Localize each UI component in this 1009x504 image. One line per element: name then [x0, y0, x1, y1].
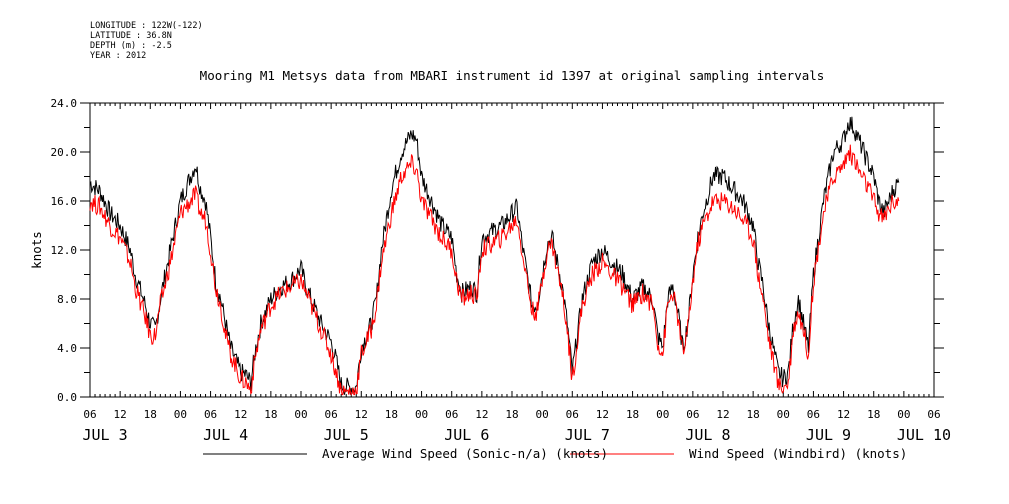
- day-label: JUL 6: [444, 426, 489, 444]
- y-tick-label: 16.0: [51, 195, 78, 208]
- y-tick-label: 12.0: [51, 244, 78, 257]
- y-tick-label: 4.0: [57, 342, 77, 355]
- series-line-windbird: [89, 144, 900, 396]
- x-tick-label: 00: [897, 408, 910, 421]
- x-tick-label: 12: [234, 408, 247, 421]
- legend-entry-windbird: Wind Speed (Windbird) (knots): [689, 446, 908, 461]
- x-tick-label: 00: [656, 408, 669, 421]
- x-tick-label: 06: [83, 408, 96, 421]
- x-tick-label: 00: [174, 408, 187, 421]
- year-text: YEAR : 2012: [90, 51, 147, 61]
- x-tick-label: 12: [355, 408, 368, 421]
- day-label: JUL 5: [324, 426, 369, 444]
- chart-title: Mooring M1 Metsys data from MBARI instru…: [199, 68, 825, 83]
- x-tick-label: 18: [264, 408, 277, 421]
- latitude-text: LATITUDE : 36.8N: [90, 31, 172, 41]
- plot-frame: [89, 102, 935, 398]
- y-tick-labels: 0.0 4.0 8.0 12.0 16.0 20.0 24.0: [51, 97, 78, 404]
- x-tick-label: 06: [325, 408, 338, 421]
- metadata-block: LONGITUDE : 122W(-122) LATITUDE : 36.8N …: [90, 21, 203, 61]
- x-tick-label: 06: [566, 408, 579, 421]
- x-tick-label: 06: [445, 408, 458, 421]
- x-tick-labels: 06 12 18 00 06 12 18 00 06 12 18 00 06 12 18 00 06 12 18 00…: [83, 408, 940, 421]
- x-tick-label: 06: [927, 408, 940, 421]
- day-label: JUL 8: [685, 426, 730, 444]
- x-tick-label: 00: [536, 408, 549, 421]
- x-tick-label: 18: [144, 408, 157, 421]
- x-tick-label: 18: [626, 408, 639, 421]
- x-tick-label: 12: [716, 408, 729, 421]
- x-tick-label: 00: [777, 408, 790, 421]
- x-tick-label: 12: [475, 408, 488, 421]
- depth-text: DEPTH (m) : -2.5: [90, 41, 172, 51]
- y-tick-label: 20.0: [51, 146, 78, 159]
- x-tick-label: 12: [837, 408, 850, 421]
- day-label: JUL 9: [806, 426, 851, 444]
- y-tick-label: 24.0: [51, 97, 78, 110]
- x-tick-label: 06: [686, 408, 699, 421]
- day-label: JUL 3: [82, 426, 127, 444]
- data-series: [89, 116, 900, 396]
- x-tick-label: 12: [596, 408, 609, 421]
- day-label: JUL 10: [897, 426, 951, 444]
- x-tick-label: 18: [505, 408, 518, 421]
- legend-entry-average: Average Wind Speed (Sonic-n/a) (knots): [322, 446, 608, 461]
- x-tick-label: 06: [807, 408, 820, 421]
- x-tick-label: 12: [114, 408, 127, 421]
- y-tick-label: 0.0: [57, 391, 77, 404]
- day-label: JUL 7: [565, 426, 610, 444]
- day-label: JUL 4: [203, 426, 248, 444]
- longitude-text: LONGITUDE : 122W(-122): [90, 21, 203, 31]
- x-tick-label: 06: [204, 408, 217, 421]
- x-tick-label: 00: [294, 408, 307, 421]
- x-tick-label: 18: [867, 408, 880, 421]
- x-tick-label: 18: [747, 408, 760, 421]
- x-tick-label: 18: [385, 408, 398, 421]
- x-tick-label: 00: [415, 408, 428, 421]
- y-tick-label: 8.0: [57, 293, 77, 306]
- day-labels: JUL 3 JUL 4 JUL 5 JUL 6 JUL 7 JUL 8 JUL 9 JUL 1…: [82, 426, 951, 444]
- y-axis-label: knots: [29, 231, 44, 269]
- series-line-average-wind: [89, 116, 900, 395]
